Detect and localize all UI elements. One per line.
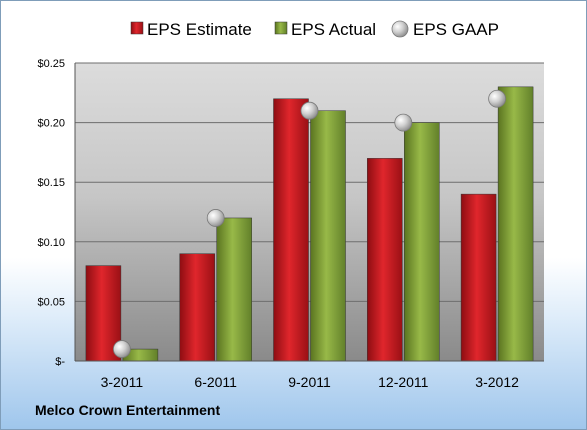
bar-eps-estimate <box>367 158 403 362</box>
y-tick-label: $0.05 <box>37 296 65 308</box>
bar-eps-actual <box>310 110 346 362</box>
company-name: Melco Crown Entertainment <box>35 402 221 418</box>
marker-eps-gaap <box>488 89 507 108</box>
marker-eps-gaap <box>394 113 413 132</box>
bar-eps-actual <box>216 217 252 362</box>
y-tick-label: $0.20 <box>37 118 65 130</box>
y-tick-label: $0.25 <box>37 58 65 70</box>
y-tick-label: $0.10 <box>37 237 65 249</box>
legend-swatch-eps-actual <box>274 21 288 35</box>
x-tick-label: 3-2011 <box>101 374 144 390</box>
y-tick-label: $0.15 <box>37 177 65 189</box>
marker-eps-gaap <box>300 101 319 120</box>
legend-label: EPS Estimate <box>147 20 252 39</box>
bar-eps-estimate <box>273 98 309 362</box>
bar-eps-estimate <box>460 193 497 362</box>
marker-eps-gaap <box>113 340 131 358</box>
bar-eps-actual <box>497 86 534 362</box>
legend-swatch-eps-gaap <box>391 20 409 38</box>
x-tick-label: 6-2011 <box>194 374 237 390</box>
legend-label: EPS GAAP <box>413 20 499 39</box>
marker-eps-gaap <box>206 209 225 227</box>
bar-eps-estimate <box>179 253 215 362</box>
y-tick-label: $- <box>55 356 65 368</box>
bar-eps-actual <box>404 122 440 362</box>
x-tick-label: 3-2012 <box>475 374 519 390</box>
legend-swatch-eps-estimate <box>130 21 144 35</box>
legend-label: EPS Actual <box>291 20 376 39</box>
x-tick-label: 9-2011 <box>288 374 331 390</box>
x-tick-label: 12-2011 <box>378 374 429 390</box>
